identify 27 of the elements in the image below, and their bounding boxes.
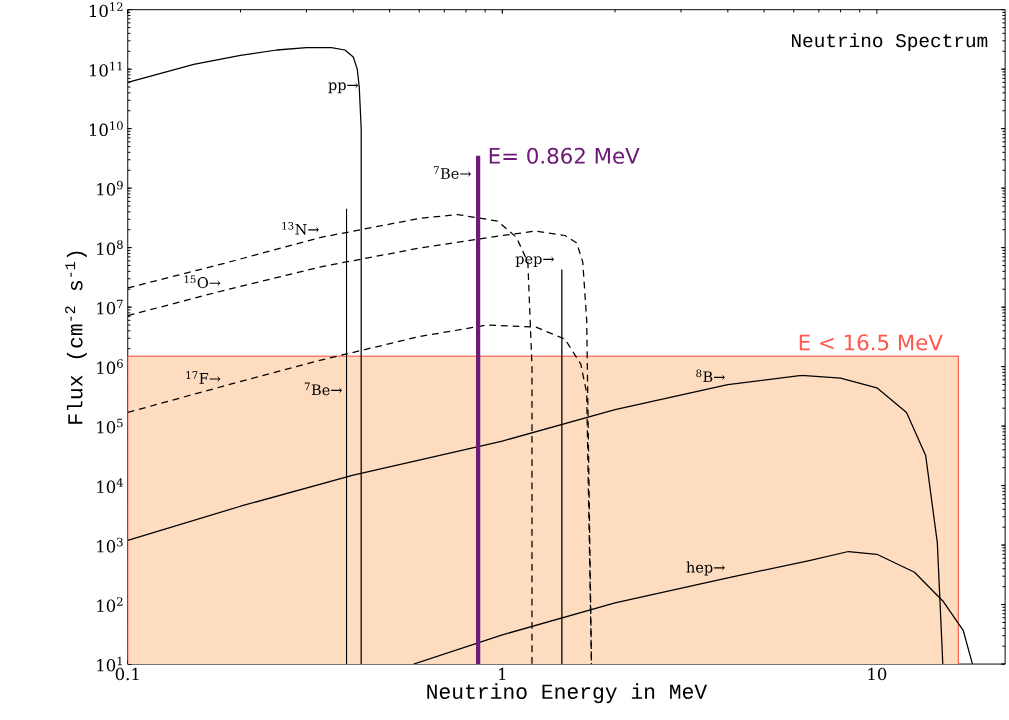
series-label: E < 16.5 MeV [799,334,943,351]
annotation: pep→ [515,256,555,267]
y-tick-label: 10$^{4}$ [97,478,123,493]
annotation: pp→ [328,82,359,93]
x-tick-label: 10 [868,667,887,681]
annotation: hep→ [686,561,725,576]
annotation: $^{7}$Be→ [304,382,342,396]
y-tick-label: 10$^{10}$ [89,121,123,136]
y-tick-label: 10$^{7}$ [97,299,123,315]
series-label: E= 0.862 MeV [489,147,640,164]
y-axis-title: Flux (cm$^{-2}$ s$^{-1}$) [65,251,87,424]
annotation: $^{15}$O→ [184,275,221,288]
annotation: $^{8}$B→ [696,369,725,382]
annotation: $^{7}$Be→ [433,166,471,179]
x-tick-label: 1 [499,667,506,680]
y-tick-label: 10$^{5}$ [97,418,123,434]
x-axis-title: Neutrino Energy in MeV [427,683,708,704]
y-tick-label: 10$^{9}$ [97,180,123,196]
annotation: $^{13}$N→ [282,221,319,235]
y-tick-label: 10$^{12}$ [89,2,123,17]
y-tick-label: 10$^{2}$ [97,597,123,612]
y-tick-label: 10$^{8}$ [97,240,123,255]
y-tick-label: 10$^{6}$ [97,359,123,374]
text: Neutrino Spectrum [791,32,988,51]
y-tick-label: 10$^{11}$ [89,61,122,77]
y-tick-label: 10$^{3}$ [97,537,123,553]
annotation: $^{17}$F→ [186,370,221,384]
